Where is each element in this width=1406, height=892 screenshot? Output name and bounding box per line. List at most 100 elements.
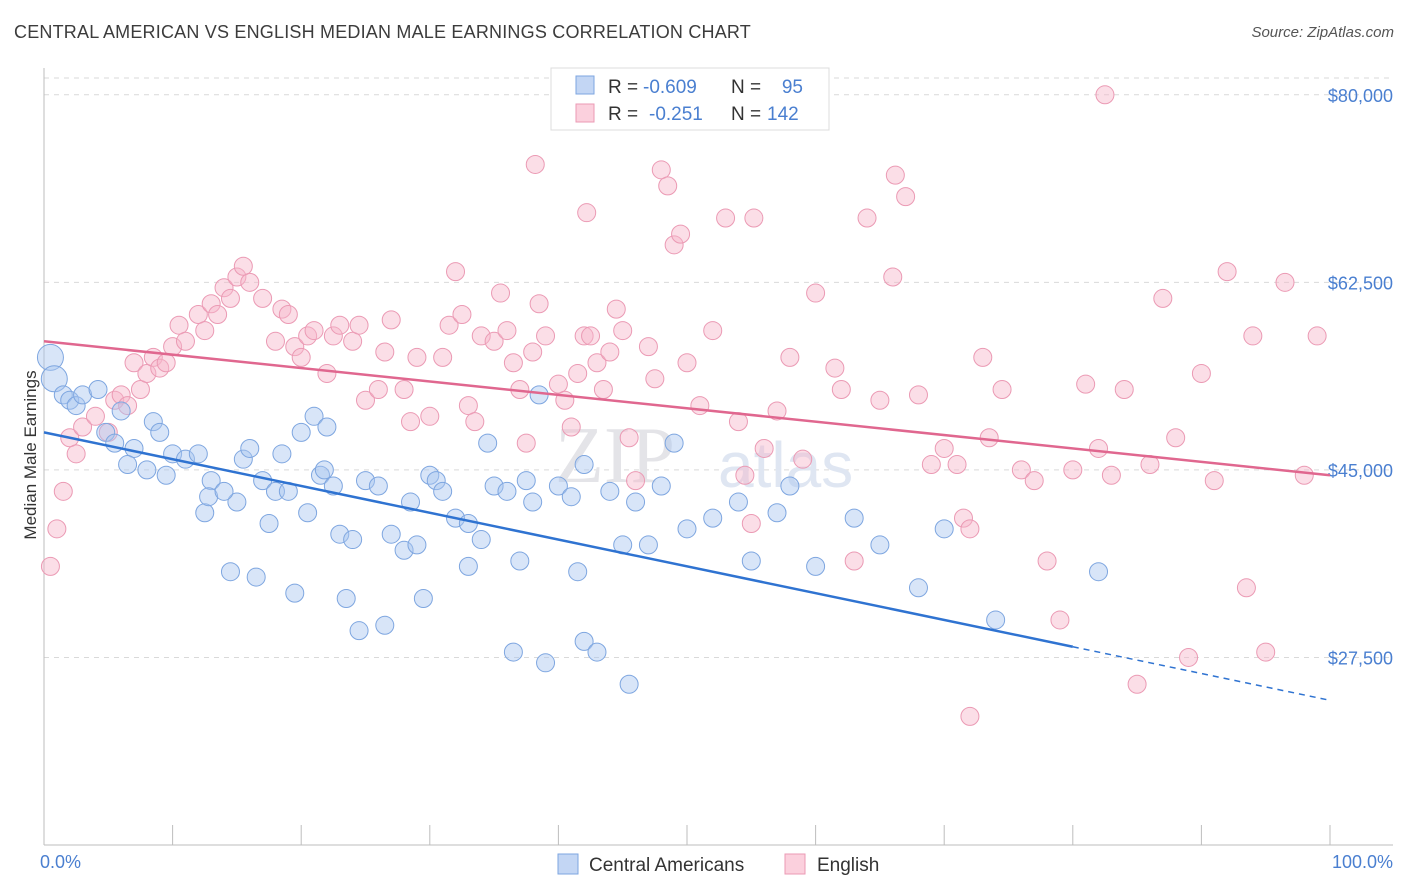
central-american-point: [201, 471, 221, 491]
english-point: [536, 326, 556, 346]
english-point: [677, 353, 697, 373]
english-point: [896, 187, 916, 207]
english-point: [118, 396, 138, 416]
watermark: ZIP atlas: [555, 412, 853, 501]
central-american-point: [310, 465, 330, 485]
central-american-point: [124, 438, 144, 458]
legend-r-label: R =: [608, 104, 638, 125]
central-american-point: [375, 615, 395, 635]
english-point: [992, 380, 1012, 400]
central-american-point: [574, 631, 594, 651]
central-american-point: [60, 390, 80, 410]
english-point: [349, 315, 369, 335]
central-american-point: [240, 438, 260, 458]
english-point: [1256, 642, 1276, 662]
english-point: [973, 347, 993, 367]
legend-n-label: N =: [731, 77, 761, 98]
english-point: [744, 208, 764, 228]
watermark-zip: ZIP: [555, 412, 675, 500]
english-point: [703, 321, 723, 341]
central-american-point: [227, 492, 247, 512]
central-american-point: [806, 556, 826, 576]
english-point: [47, 519, 67, 539]
english-point: [1024, 471, 1044, 491]
central-american-point: [767, 503, 787, 523]
bottom-legend-swatch-blue: [557, 853, 579, 875]
english-point: [885, 165, 905, 185]
english-point: [651, 160, 671, 180]
english-point: [368, 380, 388, 400]
english-point: [323, 326, 343, 346]
central-american-point: [703, 508, 723, 528]
central-american-point: [381, 524, 401, 544]
english-point: [169, 315, 189, 335]
central-american-point: [246, 567, 266, 587]
english-point: [66, 444, 86, 464]
english-point: [626, 471, 646, 491]
central-american-point: [870, 535, 890, 555]
english-point: [1275, 272, 1295, 292]
central-american-point: [986, 610, 1006, 630]
english-point: [831, 380, 851, 400]
english-point: [317, 363, 337, 383]
english-point: [953, 508, 973, 528]
english-point: [156, 353, 176, 373]
axes: [43, 68, 1393, 846]
english-point: [1204, 471, 1224, 491]
central-american-point: [529, 385, 549, 405]
english-point: [272, 299, 292, 319]
english-point: [105, 390, 125, 410]
x-ticks: [43, 825, 1331, 845]
central-american-point: [111, 401, 131, 421]
english-point: [433, 347, 453, 367]
english-point: [574, 326, 594, 346]
english-point: [265, 331, 285, 351]
english-point: [304, 321, 324, 341]
english-point: [381, 310, 401, 330]
english-point: [394, 380, 414, 400]
english-point: [420, 406, 440, 426]
central-american-point: [426, 471, 446, 491]
central-american-point: [330, 524, 350, 544]
y-axis-label: Median Male Earnings: [21, 370, 40, 539]
legend-n-label: N =: [731, 104, 761, 125]
central-american-point: [343, 530, 363, 550]
english-point: [645, 369, 665, 389]
english-point: [1217, 262, 1237, 282]
central-american-point: [272, 444, 292, 464]
english-point: [587, 353, 607, 373]
source-note: Source: ZipAtlas.com: [1251, 24, 1394, 41]
english-point: [1191, 363, 1211, 383]
central-american-point: [844, 508, 864, 528]
english-point: [298, 326, 318, 346]
central-american-point: [137, 460, 157, 480]
english-point: [1307, 326, 1327, 346]
english-point: [439, 315, 459, 335]
central-american-points: [36, 343, 1109, 694]
central-american-point: [356, 471, 375, 491]
central-american-point: [304, 406, 324, 426]
english-point: [857, 208, 877, 228]
central-american-point: [638, 535, 658, 555]
legend: R = -0.609 N = 95 R = -0.251 N = 142: [550, 67, 830, 131]
central-american-point: [536, 653, 556, 673]
central-american-point: [188, 444, 208, 464]
legend-swatch-blue: [575, 75, 595, 95]
english-point: [85, 406, 105, 426]
english-point: [568, 363, 588, 383]
central-american-point: [619, 674, 639, 694]
english-point: [658, 176, 678, 196]
english-point: [53, 481, 73, 501]
central-american-point: [214, 481, 234, 501]
central-american-point: [317, 417, 337, 437]
english-point: [664, 235, 684, 255]
central-american-point: [561, 487, 581, 507]
english-point: [735, 465, 755, 485]
english-point: [458, 396, 478, 416]
legend-r-value: -0.609: [643, 77, 697, 98]
central-american-point: [503, 642, 523, 662]
central-american-point: [677, 519, 697, 539]
english-point: [227, 267, 247, 287]
english-point: [375, 342, 395, 362]
central-american-point: [336, 589, 356, 609]
